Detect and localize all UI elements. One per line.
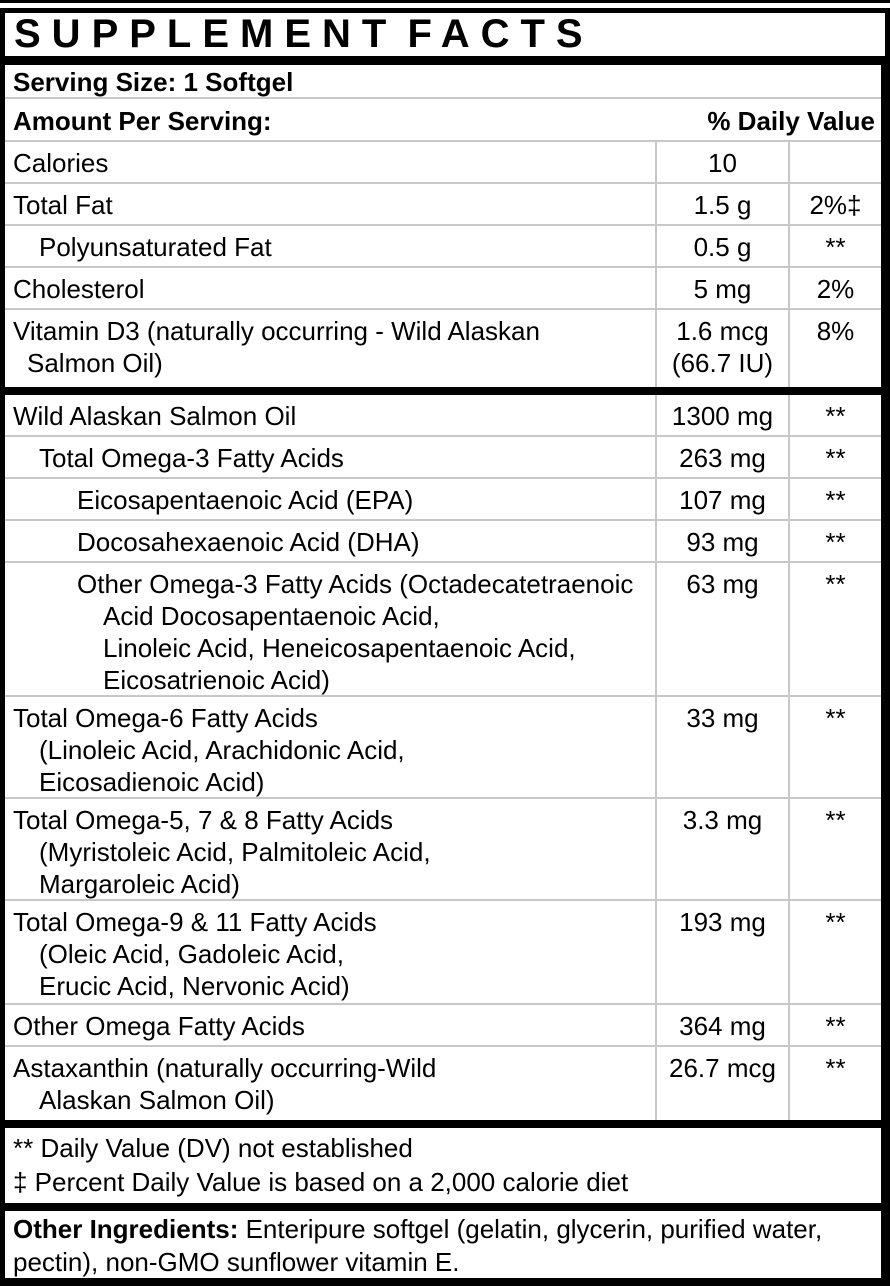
nutrient-dv: ** [788, 479, 881, 519]
bottom-edge-strip [0, 1278, 890, 1286]
table-row-cholesterol: Cholesterol 5 mg 2% [5, 268, 881, 310]
nutrient-dv: ** [788, 697, 881, 797]
column-header-row: Amount Per Serving: % Daily Value [5, 99, 881, 142]
nutrient-amount: 193 mg [655, 901, 788, 1003]
nutrient-name: Vitamin D3 (naturally occurring - Wild A… [13, 316, 540, 378]
table-row-total-fat: Total Fat 1.5 g 2%‡ [5, 184, 881, 226]
nutrient-name: Total Omega-9 & 11 Fatty Acids (Oleic Ac… [13, 907, 377, 1001]
footnotes: ** Daily Value (DV) not established ‡ Pe… [13, 1133, 629, 1197]
nutrient-amount: 63 mg [655, 563, 788, 695]
table-row-calories: Calories 10 [5, 142, 881, 184]
table-row-other-omega-3: Other Omega-3 Fatty Acids (Octadecatetra… [5, 563, 881, 697]
nutrient-dv: 8% [788, 310, 881, 387]
table-row-astaxanthin: Astaxanthin (naturally occurring-Wild Al… [5, 1047, 881, 1120]
nutrient-amount: 0.5 g [655, 226, 788, 266]
nutrient-name: Cholesterol [13, 274, 145, 304]
nutrient-amount: 1300 mg [655, 395, 788, 435]
nutrient-amount: 263 mg [655, 437, 788, 477]
table-row-wild-alaskan-salmon-oil: Wild Alaskan Salmon Oil 1300 mg ** [5, 395, 881, 437]
nutrient-amount: 10 [655, 142, 788, 182]
nutrient-dv: ** [788, 521, 881, 561]
nutrient-amount: 1.6 mcg (66.7 IU) [655, 310, 788, 387]
nutrient-dv: ** [788, 901, 881, 1003]
nutrient-dv: ** [788, 1047, 881, 1120]
nutrient-dv: ** [788, 799, 881, 899]
nutrient-dv: 2% [788, 268, 881, 308]
nutrient-name: Total Fat [13, 190, 113, 220]
other-ingredients: Other Ingredients: Enteripure softgel (g… [5, 1211, 881, 1278]
nutrient-amount: 93 mg [655, 521, 788, 561]
section-divider [5, 1120, 881, 1128]
table-row-dha: Docosahexaenoic Acid (DHA) 93 mg ** [5, 521, 881, 563]
nutrient-amount: 33 mg [655, 697, 788, 797]
table-row-other-omega-fatty-acids: Other Omega Fatty Acids 364 mg ** [5, 1005, 881, 1047]
nutrient-name: Polyunsaturated Fat [39, 232, 272, 262]
serving-size-row: Serving Size: 1 Softgel [5, 65, 881, 99]
nutrient-name: Astaxanthin (naturally occurring-Wild Al… [13, 1053, 437, 1115]
nutrient-name: Other Omega Fatty Acids [13, 1011, 305, 1041]
nutrient-name: Wild Alaskan Salmon Oil [13, 401, 297, 431]
nutrient-dv: ** [788, 395, 881, 435]
section-divider [5, 1203, 881, 1211]
table-row-total-omega-9-11: Total Omega-9 & 11 Fatty Acids (Oleic Ac… [5, 901, 881, 1005]
nutrient-amount: 5 mg [655, 268, 788, 308]
daily-value-header: % Daily Value [707, 106, 875, 136]
top-edge-strip [0, 0, 890, 3]
nutrient-name: Eicosapentaenoic Acid (EPA) [77, 485, 414, 515]
nutrient-name: Total Omega-6 Fatty Acids (Linoleic Acid… [13, 703, 405, 797]
nutrient-dv: ** [788, 437, 881, 477]
nutrient-amount: 364 mg [655, 1005, 788, 1045]
nutrient-name: Total Omega-3 Fatty Acids [39, 443, 344, 473]
table-row-total-omega-3: Total Omega-3 Fatty Acids 263 mg ** [5, 437, 881, 479]
title-box: SUPPLEMENT FACTS [0, 8, 890, 65]
table-row-epa: Eicosapentaenoic Acid (EPA) 107 mg ** [5, 479, 881, 521]
table-row-total-omega-5-7-8: Total Omega-5, 7 & 8 Fatty Acids (Myrist… [5, 799, 881, 901]
nutrient-amount: 107 mg [655, 479, 788, 519]
serving-size-text: Serving Size: 1 Softgel [13, 67, 294, 97]
amount-per-serving-header: Amount Per Serving: [13, 106, 272, 136]
table-row-vitamin-d3: Vitamin D3 (naturally occurring - Wild A… [5, 310, 881, 387]
page-title: SUPPLEMENT FACTS [14, 12, 594, 56]
nutrient-amount: 1.5 g [655, 184, 788, 224]
nutrient-name: Calories [13, 148, 109, 178]
nutrient-dv: ** [788, 1005, 881, 1045]
nutrient-name: Total Omega-5, 7 & 8 Fatty Acids (Myrist… [13, 805, 431, 899]
other-ingredients-label: Other Ingredients: [13, 1214, 239, 1244]
facts-table: Serving Size: 1 Softgel Amount Per Servi… [0, 65, 890, 1278]
nutrient-name: Other Omega-3 Fatty Acids (Octadecatetra… [77, 569, 634, 695]
nutrient-name: Docosahexaenoic Acid (DHA) [77, 527, 420, 557]
nutrient-dv: ** [788, 563, 881, 695]
nutrient-dv: ** [788, 226, 881, 266]
nutrient-dv [788, 142, 881, 182]
top-gap [0, 3, 890, 8]
section-divider [5, 387, 881, 395]
table-row-total-omega-6: Total Omega-6 Fatty Acids (Linoleic Acid… [5, 697, 881, 799]
nutrient-amount: 26.7 mcg [655, 1047, 788, 1120]
nutrient-amount: 3.3 mg [655, 799, 788, 899]
nutrient-dv: 2%‡ [788, 184, 881, 224]
table-row-polyunsaturated-fat: Polyunsaturated Fat 0.5 g ** [5, 226, 881, 268]
other-ingredients-text: Enteripure softgel (gelatin, glycerin, p… [13, 1214, 823, 1277]
